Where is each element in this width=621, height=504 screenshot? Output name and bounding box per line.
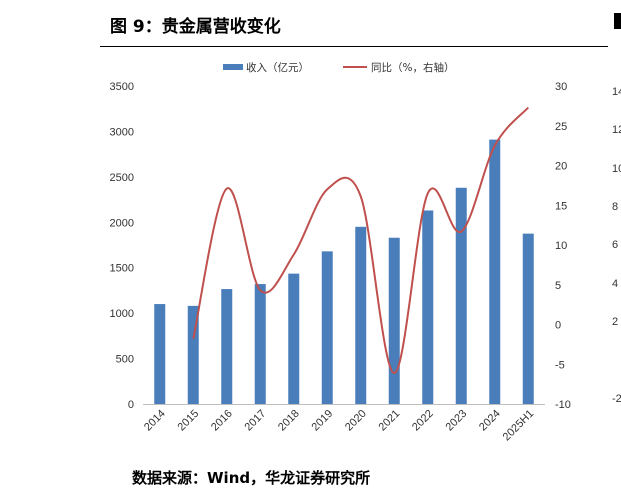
revenue-bar xyxy=(355,226,367,404)
right-tick-label: 15 xyxy=(555,200,567,212)
right-axis: -10 -5 0 5 10 15 20 25 30 xyxy=(555,81,571,411)
revenue-bar xyxy=(254,284,266,404)
left-tick-label: 0 xyxy=(128,399,134,411)
next-figure-title-fragment xyxy=(614,13,621,29)
left-tick-label: 2500 xyxy=(110,172,134,184)
next-figure-tick-label: 12 xyxy=(612,124,621,136)
right-tick-label: 10 xyxy=(555,240,567,252)
revenue-bar xyxy=(221,289,233,404)
x-tick-label: 2023 xyxy=(444,408,470,434)
x-tick-label: 2018 xyxy=(276,408,302,434)
x-tick-label: 2019 xyxy=(310,408,336,434)
revenue-bar xyxy=(455,187,467,404)
x-axis: 2014 2015 2016 2017 2018 2019 2020 2021 2022 2023… xyxy=(142,408,536,444)
right-tick-label: 20 xyxy=(555,161,567,173)
left-axis: 0 500 1000 1500 2000 2500 3000 3500 xyxy=(110,81,134,411)
right-tick-label: 25 xyxy=(555,121,567,133)
x-tick-label: 2016 xyxy=(209,408,235,434)
left-tick-label: 1500 xyxy=(110,263,134,275)
next-figure-tick-label: 4 xyxy=(612,278,618,290)
right-tick-label: -10 xyxy=(555,399,571,411)
right-tick-label: 5 xyxy=(555,280,561,292)
x-tick-label: 2022 xyxy=(410,408,436,434)
legend-swatch-revenue xyxy=(223,64,243,70)
left-tick-label: 500 xyxy=(116,354,134,366)
x-tick-label: 2021 xyxy=(377,408,403,434)
legend-label-yoy: 同比（%，右轴） xyxy=(371,61,454,74)
next-figure-tick-label: 10 xyxy=(612,163,621,175)
x-tick-label: 2015 xyxy=(176,408,202,434)
next-figure-tick-label: 2 xyxy=(612,316,618,328)
x-tick-label: 2025H1 xyxy=(501,408,537,444)
revenue-bar xyxy=(321,251,333,404)
revenue-bar xyxy=(422,210,434,404)
legend-label-revenue: 收入（亿元） xyxy=(246,61,309,74)
revenue-bar xyxy=(489,139,501,404)
next-figure-tick-label: -2 xyxy=(612,393,621,405)
chart-legend: 收入（亿元） 同比（%，右轴） xyxy=(223,61,454,74)
x-tick-label: 2024 xyxy=(477,408,503,434)
title-rule xyxy=(100,46,608,47)
right-tick-label: -5 xyxy=(555,359,565,371)
left-tick-label: 3500 xyxy=(110,81,134,93)
yoy-line xyxy=(192,106,530,375)
x-tick-label: 2020 xyxy=(343,408,369,434)
revenue-bars xyxy=(154,139,534,404)
left-tick-label: 2000 xyxy=(110,217,134,229)
revenue-bar xyxy=(154,304,166,404)
right-tick-label: 30 xyxy=(555,81,567,93)
next-figure-axis-fragment: 14 12 10 8 6 4 2 -2 xyxy=(612,86,621,405)
left-tick-label: 1000 xyxy=(110,308,134,320)
revenue-bar xyxy=(288,273,300,404)
x-tick-label: 2014 xyxy=(142,408,168,434)
source-note: 数据来源：Wind，华龙证券研究所 xyxy=(132,469,371,487)
revenue-bar xyxy=(187,305,199,404)
revenue-bar xyxy=(522,233,534,404)
left-tick-label: 3000 xyxy=(110,126,134,138)
x-tick-label: 2017 xyxy=(243,408,269,434)
next-figure-tick-label: 14 xyxy=(612,86,621,98)
next-figure-tick-label: 8 xyxy=(612,201,618,213)
right-tick-label: 0 xyxy=(555,320,561,332)
revenue-bar xyxy=(388,237,400,404)
figure-title: 图 9：贵金属营收变化 xyxy=(110,17,281,37)
next-figure-tick-label: 6 xyxy=(612,239,618,251)
